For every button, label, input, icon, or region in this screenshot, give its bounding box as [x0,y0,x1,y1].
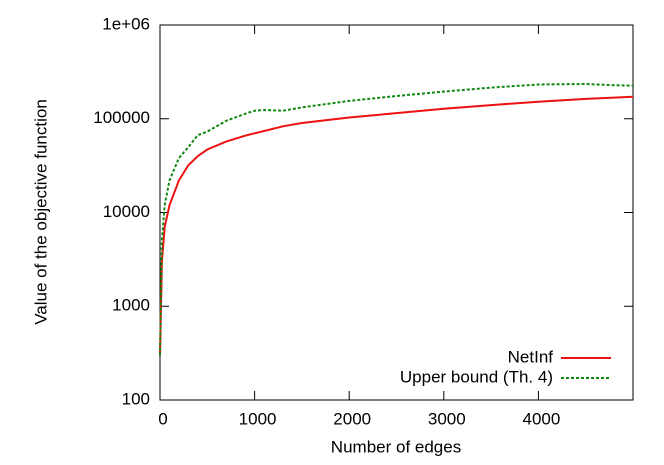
x-tick-label: 0 [158,409,167,428]
y-tick-label: 100 [122,389,150,408]
x-tick-label: 3000 [428,409,466,428]
y-tick-label: 1e+06 [102,14,150,33]
x-axis-label: Number of edges [331,437,461,456]
y-tick-label: 100000 [93,108,150,127]
series-line [159,82,634,356]
y-tick-label: 1000 [112,296,150,315]
y-axis-label: Value of the objective function [31,99,50,325]
series-line [159,95,634,356]
legend-label: Upper bound (Th. 4) [400,367,553,386]
x-tick-label: 2000 [333,409,371,428]
x-tick-label: 1000 [239,409,277,428]
legend-label: NetInf [508,347,554,366]
y-tick-label: 10000 [103,202,150,221]
plot-border [159,24,634,401]
x-tick-label: 4000 [522,409,560,428]
